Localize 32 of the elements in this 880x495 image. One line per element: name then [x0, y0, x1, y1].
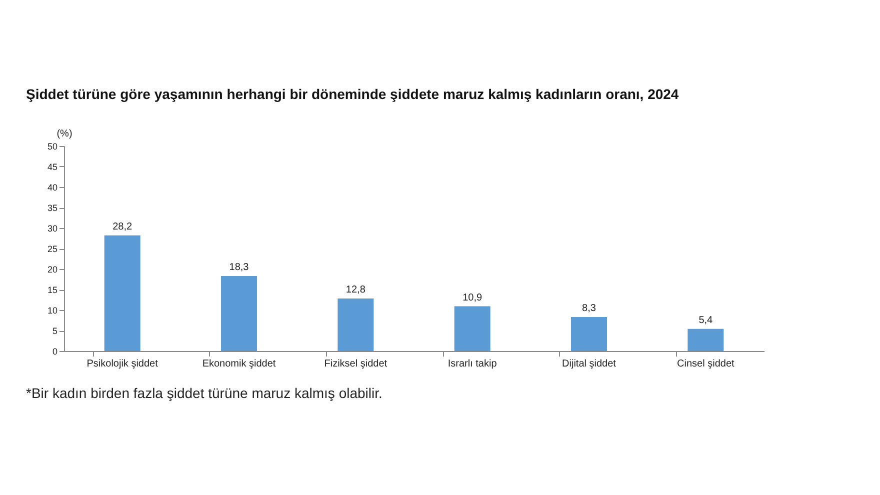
bar [688, 328, 724, 351]
y-tick-label: 30 [47, 224, 58, 234]
y-tick-label: 50 [47, 142, 58, 152]
data-label: 18,3 [229, 262, 250, 273]
y-tick-label: 0 [52, 346, 58, 356]
x-tick-label: Fiziksel şiddet [324, 358, 388, 370]
y-tick-label: 40 [47, 182, 58, 192]
chart-title: Şiddet türüne göre yaşamının herhangi bir döneminde şiddete maruz kalmış kadınların oranı, 2024 [26, 86, 679, 102]
bar [221, 276, 257, 351]
data-label: 28,2 [112, 221, 132, 232]
x-tick-label: Ekonomik şiddet [202, 358, 276, 370]
x-tick-label: Cinsel şiddet [677, 358, 735, 370]
data-label: 5,4 [698, 314, 714, 326]
y-tick-label: 25 [47, 244, 58, 254]
y-tick-label: 20 [47, 264, 58, 274]
y-tick-label: 35 [47, 203, 58, 213]
y-axis-title: (%) [56, 128, 72, 140]
y-tick-label: 45 [47, 162, 58, 172]
x-tick-label: Psikolojik şiddet [86, 358, 158, 370]
bar [571, 316, 607, 351]
y-tick-label: 15 [47, 285, 58, 295]
bar [338, 298, 374, 351]
data-label: 12,8 [346, 284, 366, 296]
x-tick-label: Israrlı takip [448, 358, 498, 370]
x-tick-label: Dijital şiddet [562, 358, 616, 370]
data-label: 8,3 [582, 302, 596, 314]
bar [104, 235, 140, 351]
y-tick-label: 10 [47, 306, 58, 316]
bar [454, 306, 490, 351]
y-tick-label: 5 [52, 326, 58, 336]
data-label: 10,9 [462, 292, 482, 304]
text: *Bir kadın birden fazla şiddet türüne maruz kalmış olabilir. [26, 385, 382, 401]
